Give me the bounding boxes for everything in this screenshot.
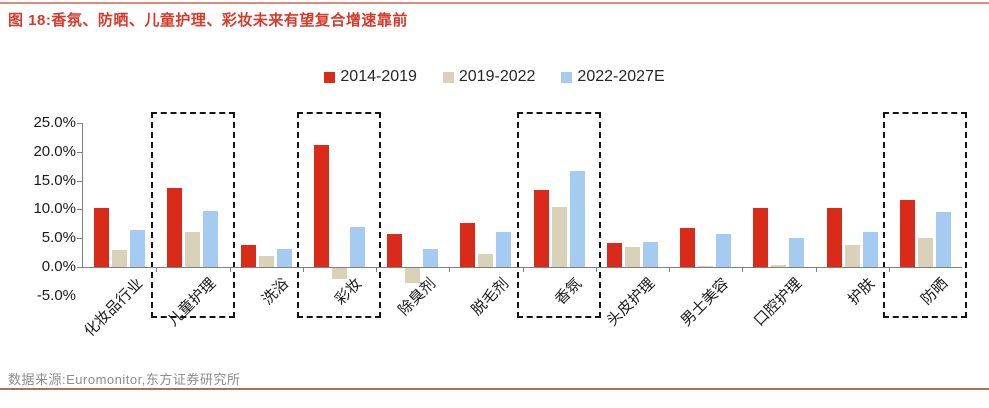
bar-护肤-2022-2027E <box>862 231 878 267</box>
x-axis-label-除臭剂: 除臭剂 <box>394 275 439 319</box>
legend-item-2019-2022: 2019-2022 <box>442 68 536 86</box>
y-axis-tick <box>77 151 82 153</box>
x-axis-tick <box>449 268 451 272</box>
data-source-note: 数据来源:Euromonitor,东方证券研究所 <box>8 372 241 387</box>
x-axis-tick <box>742 268 744 272</box>
bar-化妆品行业-2014-2019 <box>94 208 110 267</box>
x-axis-label-脱毛剂: 脱毛剂 <box>468 275 513 319</box>
bar-防晒-2022-2027E <box>935 212 951 267</box>
bar-香氛-2014-2019 <box>533 190 549 267</box>
bar-洗浴-2022-2027E <box>276 249 292 267</box>
bar-彩妆-2019-2022 <box>331 268 347 279</box>
x-axis-tick <box>669 268 670 272</box>
bar-化妆品行业-2019-2022 <box>112 249 128 267</box>
y-axis-label: -5.0% <box>36 286 76 304</box>
y-axis-tick <box>77 209 82 211</box>
highlight-box-香氛 <box>517 112 602 318</box>
x-axis-tick <box>888 268 890 272</box>
bar-儿童护理-2014-2019 <box>167 188 183 267</box>
highlight-box-彩妆 <box>297 112 382 318</box>
bar-头皮护理-2019-2022 <box>624 247 640 267</box>
figure-title: 图 18:香氛、防晒、儿童护理、彩妆未来有望复合增速靠前 <box>8 12 408 29</box>
legend-item-2022-2027E: 2022-2027E <box>561 68 665 86</box>
bar-脱毛剂-2022-2027E <box>496 231 512 267</box>
highlight-box-儿童护理 <box>150 112 235 318</box>
legend-swatch-icon <box>561 71 573 83</box>
bar-洗浴-2014-2019 <box>240 245 256 267</box>
y-axis-label: 20.0% <box>33 142 76 160</box>
bar-男士美容-2022-2027E <box>716 234 732 267</box>
bar-除臭剂-2022-2027E <box>423 249 439 267</box>
x-axis-label-口腔护理: 口腔护理 <box>750 275 806 330</box>
x-axis-label-男士美容: 男士美容 <box>677 275 732 330</box>
x-axis-label-头皮护理: 头皮护理 <box>604 275 659 330</box>
bar-彩妆-2014-2019 <box>313 144 329 267</box>
bar-化妆品行业-2022-2027E <box>130 230 146 267</box>
highlight-box-防晒 <box>883 112 968 318</box>
x-axis-label-护肤: 护肤 <box>845 275 879 309</box>
legend-swatch-icon <box>324 71 336 83</box>
bar-防晒-2014-2019 <box>899 199 915 267</box>
y-axis-label: 5.0% <box>41 229 76 247</box>
y-axis-tick <box>77 238 82 240</box>
y-axis-label: 25.0% <box>33 114 76 131</box>
x-axis-tick <box>302 268 304 272</box>
bar-除臭剂-2019-2022 <box>405 268 421 283</box>
y-axis-tick <box>77 180 82 182</box>
x-axis-label-化妆品行业: 化妆品行业 <box>80 275 146 341</box>
bar-儿童护理-2022-2027E <box>203 211 219 267</box>
bar-洗浴-2019-2022 <box>258 256 274 267</box>
bar-除臭剂-2014-2019 <box>387 233 403 267</box>
x-axis-tick <box>595 268 597 272</box>
chart-legend: 2014-2019 2019-2022 2022-2027E <box>0 68 989 86</box>
bar-男士美容-2014-2019 <box>680 228 696 267</box>
y-axis-tick <box>77 123 82 124</box>
bar-香氛-2019-2022 <box>551 207 567 267</box>
x-axis-tick <box>229 268 231 272</box>
y-axis-label: 15.0% <box>33 171 76 189</box>
bar-护肤-2014-2019 <box>826 208 842 267</box>
y-axis-line <box>82 123 83 268</box>
x-axis-label-洗浴: 洗浴 <box>259 275 293 309</box>
top-divider <box>0 2 989 4</box>
bar-彩妆-2022-2027E <box>349 226 365 267</box>
y-axis-label: 10.0% <box>33 200 76 218</box>
bar-头皮护理-2022-2027E <box>642 241 658 267</box>
legend-label: 2022-2027E <box>577 68 665 85</box>
x-axis-tick <box>522 268 524 272</box>
y-axis-label: 0.0% <box>41 258 76 275</box>
bar-防晒-2019-2022 <box>917 237 933 267</box>
bar-香氛-2022-2027E <box>569 170 585 267</box>
x-axis-tick <box>376 268 377 272</box>
legend-swatch-icon <box>442 71 454 83</box>
bar-chart: 25.0% 20.0% 15.0% 10.0% 5.0% 0.0% -5.0% 化妆品行业 儿童… <box>33 112 968 341</box>
bar-护肤-2019-2022 <box>844 244 860 267</box>
bar-口腔护理-2019-2022 <box>771 265 787 267</box>
bottom-divider <box>0 388 989 390</box>
x-axis-tick <box>815 268 817 272</box>
bar-儿童护理-2019-2022 <box>185 232 201 267</box>
bar-男士美容-2019-2022 <box>698 265 714 267</box>
x-axis-baseline <box>82 267 962 268</box>
bar-头皮护理-2014-2019 <box>606 242 622 267</box>
legend-label: 2019-2022 <box>458 68 536 85</box>
bar-口腔护理-2014-2019 <box>753 208 769 267</box>
legend-label: 2014-2019 <box>340 68 417 85</box>
legend-item-2014-2019: 2014-2019 <box>324 68 417 86</box>
x-axis-tick <box>156 268 158 272</box>
y-axis-tick <box>77 267 82 268</box>
bar-脱毛剂-2019-2022 <box>478 254 494 267</box>
bar-口腔护理-2022-2027E <box>789 238 805 267</box>
bar-脱毛剂-2014-2019 <box>460 222 476 267</box>
